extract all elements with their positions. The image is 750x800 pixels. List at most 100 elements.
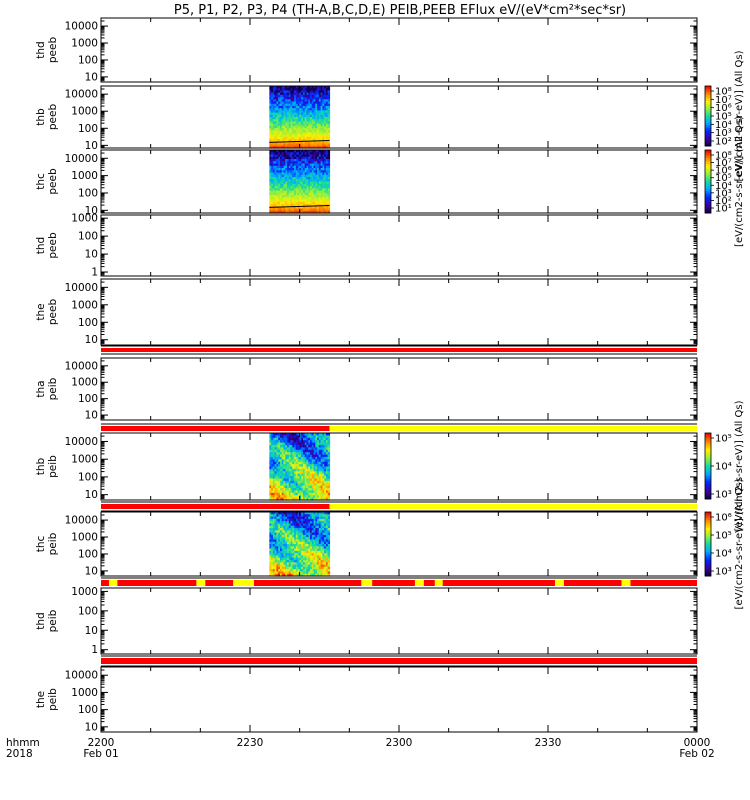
spectrogram-cell — [283, 103, 286, 107]
spectrogram-cell — [297, 99, 301, 103]
spectrogram-cell — [311, 442, 315, 446]
spectrogram-cell — [285, 480, 288, 484]
spectrogram-cell — [320, 514, 323, 518]
spectrogram-cell — [311, 528, 315, 531]
spectrogram-cell — [295, 168, 299, 171]
spectrogram-cell — [294, 548, 297, 552]
spectrogram-cell — [292, 478, 295, 482]
spectrogram-cell — [304, 210, 308, 214]
spectrogram-cell — [308, 165, 311, 169]
spectrogram-cell — [310, 528, 313, 531]
spectrogram-cell — [308, 433, 311, 436]
spectrogram-cell — [295, 199, 299, 203]
spectrogram-cell — [290, 449, 293, 453]
spectrogram-cell — [313, 461, 316, 465]
spectrogram-cell — [294, 195, 297, 198]
spectrogram-cell — [302, 201, 306, 205]
spectrogram-cell — [318, 190, 322, 194]
spectrogram-cell — [299, 125, 302, 129]
spectrogram-cell — [288, 449, 292, 453]
spectrogram-cell — [301, 548, 304, 552]
spectrogram-cell — [294, 192, 297, 196]
spectrogram-cell — [311, 154, 315, 158]
spectrogram-cell — [281, 183, 285, 187]
spectrogram-cell — [271, 163, 274, 167]
spectrogram-cell — [281, 156, 285, 160]
spectrogram-cell — [304, 495, 308, 499]
spectrogram-cell — [276, 119, 279, 123]
spectrogram-cell — [285, 546, 288, 550]
spectrogram-cell — [290, 94, 293, 98]
spectrogram-cell — [325, 210, 329, 214]
spectrogram-cell — [281, 512, 285, 515]
spectrogram-cell — [276, 473, 279, 477]
spectrogram-cell — [308, 471, 311, 475]
spectrogram-cell — [327, 534, 331, 538]
spectrogram-cell — [269, 195, 272, 198]
spectrogram-cell — [324, 512, 327, 515]
spectrogram-cell — [302, 437, 306, 441]
spectrogram-cell — [278, 154, 281, 158]
spectrogram-cell — [292, 183, 295, 187]
spectrogram-cell — [271, 560, 274, 563]
spectrogram-cell — [274, 114, 278, 118]
spectrogram-cell — [318, 112, 322, 116]
spectrogram-cell — [308, 456, 311, 460]
spectrogram-cell — [322, 562, 325, 566]
spectrogram-cell — [322, 468, 325, 472]
spectrogram-cell — [278, 483, 281, 487]
spectrogram-cell — [310, 550, 313, 554]
spectrogram-cell — [269, 539, 272, 543]
spectrogram-cell — [288, 488, 292, 492]
spectrogram-cell — [269, 466, 272, 470]
spectrogram-cell — [317, 488, 320, 492]
spectrogram-cell — [315, 566, 318, 570]
spectrogram-cell — [285, 485, 288, 489]
spectrogram-cell — [276, 523, 279, 527]
spectrogram-cell — [279, 539, 283, 543]
spectrogram-cell — [278, 435, 281, 439]
spectrogram-cell — [290, 170, 293, 174]
spectrogram-cell — [290, 117, 293, 120]
spectrogram-cell — [327, 435, 331, 439]
spectrogram-cell — [302, 94, 306, 98]
spectrogram-cell — [308, 139, 311, 142]
spectrogram-cell — [283, 435, 286, 439]
spectrogram-cell — [278, 562, 281, 566]
spectrogram-cell — [301, 150, 304, 153]
spectrogram-cell — [288, 459, 292, 463]
spectrogram-cell — [269, 490, 272, 494]
spectrogram-cell — [272, 548, 276, 552]
spectrogram-cell — [306, 168, 309, 171]
spectrogram-cell — [281, 101, 285, 105]
spectrogram-cell — [295, 92, 299, 96]
y-tick-label: 10 — [85, 249, 98, 261]
spectrogram-cell — [304, 141, 308, 145]
spectrogram-cell — [304, 478, 308, 482]
spectrogram-cell — [281, 112, 285, 116]
spectrogram-cell — [288, 461, 292, 465]
spectrogram-cell — [299, 466, 302, 470]
spectrogram-cell — [299, 483, 302, 487]
spectrogram-cell — [327, 544, 331, 547]
chart-title: P5, P1, P2, P3, P4 (TH-A,B,C,D,E) PEIB,P… — [174, 3, 626, 18]
spectrogram-cell — [302, 156, 306, 160]
spectrogram-cell — [311, 473, 315, 477]
spectrogram-cell — [325, 190, 329, 194]
spectrogram-cell — [281, 516, 285, 520]
spectrogram-cell — [311, 435, 315, 439]
spectrogram-cell — [271, 154, 274, 158]
spectrogram-cell — [279, 130, 283, 134]
spectrogram-cell — [272, 560, 276, 563]
spectrogram-cell — [279, 548, 283, 552]
spectrogram-cell — [313, 514, 316, 518]
spectrogram-cell — [325, 132, 329, 136]
spectrogram-cell — [294, 516, 297, 520]
spectrogram-cell — [324, 573, 327, 577]
spectrogram-cell — [327, 143, 331, 147]
spectrogram-cell — [271, 174, 274, 178]
spectrogram-cell — [294, 172, 297, 176]
spectrogram-cell — [294, 518, 297, 522]
spectrogram-cell — [290, 136, 293, 140]
spectrogram-cell — [278, 516, 281, 520]
